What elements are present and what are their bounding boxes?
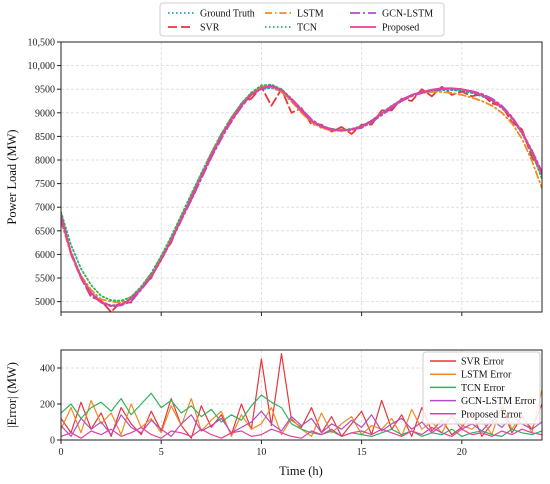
bottom-x-ticks: 0 5 10 15 20 <box>59 440 467 458</box>
x-tick-label: 0 <box>59 447 64 458</box>
x-tick-label: 10 <box>256 447 266 458</box>
legend-entry-label: SVR Error <box>461 357 505 368</box>
y-tick-label: 200 <box>40 400 55 411</box>
legend-entry-label: SVR <box>200 23 220 34</box>
series-line-proposed <box>61 85 542 307</box>
y-tick-label: 400 <box>40 364 55 375</box>
y-tick-label: 9500 <box>35 85 55 96</box>
legend-entry-label: LSTM <box>297 9 324 20</box>
legend-entry-label: GCN-LSTM Error <box>461 396 536 407</box>
y-tick-label: 6500 <box>35 226 55 237</box>
y-tick-label: 8000 <box>35 156 55 167</box>
top-legend: Ground Truth SVR LSTM TCN GCN-LSTM Proposed <box>159 2 445 37</box>
series-line-tcn-error <box>61 392 542 437</box>
bottom-legend-box <box>422 351 541 425</box>
series-line-proposed-error <box>61 426 542 439</box>
y-tick-label: 10,500 <box>28 38 56 49</box>
legend-entry-label: LSTM Error <box>461 370 512 381</box>
top-grid <box>60 41 542 312</box>
bottom-series-lines <box>61 353 542 439</box>
legend-entry-label: Proposed <box>382 23 419 34</box>
series-line-ground-truth <box>61 86 542 307</box>
legend-entry-label: TCN <box>297 23 317 34</box>
y-tick-label: 7500 <box>35 179 55 190</box>
series-line-tcn <box>61 83 542 302</box>
bottom-x-axis-label: Time (h) <box>279 464 323 478</box>
top-plot-frame <box>60 41 543 313</box>
y-tick-label: 5000 <box>35 297 55 308</box>
y-tick-label: 8500 <box>35 132 55 143</box>
top-y-axis-label: Power Load (MW) <box>5 129 19 224</box>
x-tick-label: 5 <box>159 447 164 458</box>
series-line-lstm <box>61 85 542 304</box>
bottom-legend: SVR Error LSTM Error TCN Error GCN-LSTM Err… <box>422 351 541 425</box>
top-series-lines <box>61 83 542 312</box>
y-tick-label: 10,000 <box>28 61 56 72</box>
y-tick-label: 5500 <box>35 274 55 285</box>
legend-entry-label: Proposed Error <box>461 409 522 420</box>
bottom-y-ticks: 0 200 400 <box>40 364 61 447</box>
bottom-y-axis-label: |Error| (MW) <box>5 362 19 428</box>
y-tick-label: 6000 <box>35 250 55 261</box>
legend-entry-label: TCN Error <box>461 383 505 394</box>
bottom-plot-frame <box>60 349 543 441</box>
top-y-ticks: 5000 5500 6000 6500 7000 7500 8000 8500 9000 9500… <box>28 38 61 308</box>
top-x-ticks <box>60 312 463 316</box>
legend-entry-label: GCN-LSTM <box>382 9 433 20</box>
y-tick-label: 0 <box>50 436 55 447</box>
y-tick-label: 7000 <box>35 203 55 214</box>
x-tick-label: 20 <box>457 447 467 458</box>
legend-entry-label: Ground Truth <box>200 9 255 20</box>
series-line-gcn-lstm <box>61 84 542 308</box>
y-tick-label: 9000 <box>35 108 55 119</box>
x-tick-label: 15 <box>357 447 367 458</box>
series-line-svr-error <box>61 353 542 439</box>
